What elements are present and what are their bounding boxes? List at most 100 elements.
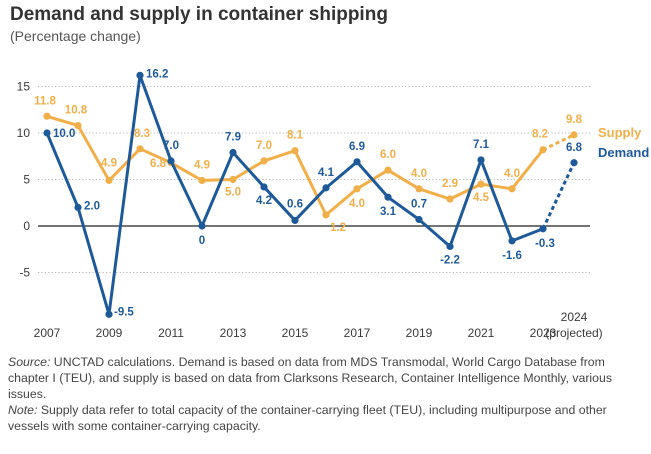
supply-data-label: 6.8: [150, 158, 167, 170]
demand-point: [74, 203, 82, 211]
demand-point: [477, 156, 485, 164]
note-text: Supply data refer to total capacity of t…: [8, 403, 607, 433]
supply-data-label: 9.8: [566, 114, 583, 126]
supply-line-projected: [542, 133, 575, 152]
demand-point: [105, 310, 113, 318]
demand-data-label: 7.1: [473, 139, 490, 151]
demand-point: [167, 157, 175, 165]
demand-data-label: -2.2: [440, 254, 460, 266]
supply-point: [105, 176, 113, 185]
note: Note: Supply data refer to total capacit…: [8, 402, 648, 434]
supply-data-label: 8.3: [134, 128, 150, 140]
demand-data-label: 0.7: [411, 198, 427, 210]
x-tick-label: 2021: [468, 326, 495, 340]
demand-point: [229, 148, 237, 157]
supply-point: [229, 175, 237, 184]
demand-point: [508, 237, 516, 245]
supply-point: [74, 121, 82, 130]
demand-data-label: 4.2: [256, 195, 272, 207]
supply-point: [291, 147, 299, 155]
supply-data-label: 5.0: [225, 187, 241, 199]
demand-data-label: -9.5: [114, 306, 134, 318]
demand-data-label: 10.0: [53, 128, 75, 140]
demand-point: [539, 225, 547, 233]
supply-data-label: 4.9: [194, 159, 210, 171]
supply-point: [136, 145, 144, 153]
supply-point: [570, 131, 578, 139]
supply-data-label: 8.1: [287, 130, 304, 142]
x-tick-label: 2019: [406, 326, 433, 340]
supply-data-label: 7.0: [256, 140, 272, 152]
demand-data-label: -0.3: [535, 238, 555, 250]
y-tick-label: -5: [19, 266, 30, 280]
supply-point: [446, 195, 454, 203]
supply-point: [43, 112, 51, 120]
source-text: UNCTAD calculations. Demand is based on …: [8, 355, 612, 401]
demand-data-label: -1.6: [502, 250, 522, 262]
source-label: Source:: [8, 355, 51, 369]
demand-point: [446, 242, 454, 251]
demand-data-label: 2.0: [84, 200, 100, 212]
demand-point: [260, 183, 268, 191]
supply-point: [322, 211, 330, 219]
demand-data-label: 7.0: [163, 140, 179, 152]
supply-data-label: 4.5: [473, 192, 490, 204]
supply-point: [477, 180, 485, 188]
note-label: Note:: [8, 403, 38, 417]
chart-subtitle: (Percentage change): [10, 28, 141, 44]
x-tick-label-projected: 2024: [561, 310, 588, 324]
supply-point: [415, 185, 423, 193]
demand-data-label: 6.8: [566, 142, 583, 154]
source-note: Source: UNCTAD calculations. Demand is b…: [8, 354, 648, 402]
supply-data-label: 4.9: [101, 157, 117, 169]
supply-data-label: 6.0: [380, 149, 396, 161]
x-tick-label: 2011: [158, 326, 184, 340]
supply-data-label: 4.0: [504, 168, 520, 180]
y-tick-label: 10: [17, 126, 31, 140]
x-tick-label: 2007: [34, 326, 61, 340]
supply-data-label: 4.0: [411, 168, 427, 180]
demand-point: [353, 158, 361, 166]
demand-data-label: 0: [199, 235, 205, 247]
demand-data-label: 16.2: [146, 68, 168, 80]
demand-point: [384, 193, 392, 201]
x-tick-label-projected-note: (projected): [545, 326, 602, 340]
supply-data-label: 10.8: [65, 105, 88, 117]
demand-point: [415, 215, 423, 224]
supply-data-label: 8.2: [532, 129, 548, 141]
demand-series-label: Demand: [598, 145, 649, 160]
x-tick-label: 2023: [530, 326, 557, 340]
y-tick-label: 15: [17, 80, 31, 94]
supply-data-label: 4.0: [349, 198, 365, 210]
supply-data-label: 11.8: [34, 95, 56, 107]
supply-point: [508, 185, 516, 193]
chart-notes: Source: UNCTAD calculations. Demand is b…: [8, 354, 648, 434]
demand-point: [570, 159, 578, 167]
chart-title: Demand and supply in container shipping: [10, 4, 388, 25]
supply-data-label: 1.2: [330, 222, 346, 234]
demand-point: [136, 71, 144, 79]
demand-point: [291, 216, 299, 225]
x-tick-label: 2013: [220, 326, 247, 340]
demand-data-label: 0.6: [287, 198, 303, 210]
supply-point: [539, 146, 547, 154]
demand-point: [43, 129, 51, 137]
line-chart: 15 10 5 0 -5 2007 2009 2011 2013 2015 2017 2019 2021…: [17, 68, 650, 340]
x-tick-label: 2009: [96, 326, 123, 340]
supply-data-label: 2.9: [442, 178, 458, 190]
demand-point: [322, 184, 330, 192]
demand-data-label: 7.9: [225, 132, 241, 144]
y-tick-label: 0: [23, 219, 30, 233]
supply-series-label: Supply: [598, 125, 642, 140]
supply-point: [384, 166, 392, 174]
demand-point: [198, 222, 206, 230]
supply-point: [353, 185, 361, 193]
supply-point: [198, 176, 206, 185]
demand-line-projected: [541, 162, 576, 230]
y-tick-label: 5: [23, 173, 30, 187]
x-tick-label: 2017: [344, 326, 371, 340]
demand-data-label: 4.1: [318, 167, 335, 179]
x-tick-label: 2015: [282, 326, 309, 340]
demand-data-label: 6.9: [349, 141, 365, 153]
supply-point: [260, 157, 268, 165]
